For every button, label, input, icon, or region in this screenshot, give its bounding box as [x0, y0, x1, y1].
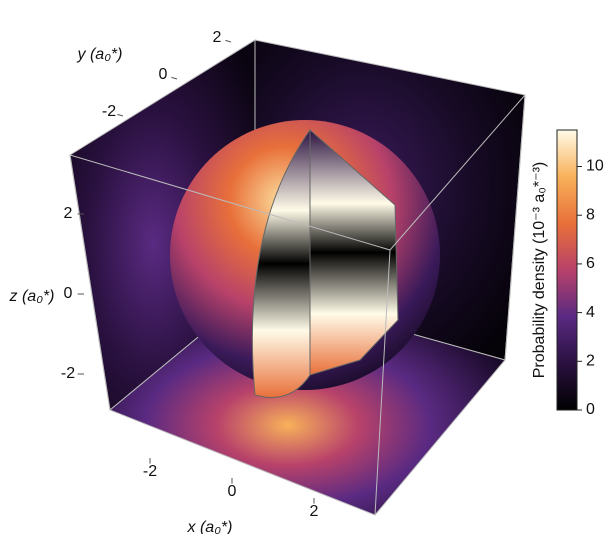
tick-mark — [117, 113, 124, 117]
colorbar-tick-label: 10 — [586, 158, 604, 175]
colorbar-tick-label: 2 — [586, 353, 595, 370]
tick-label: 2 — [213, 29, 222, 46]
tick-label: -2 — [143, 463, 157, 480]
tick-label: 0 — [64, 285, 73, 302]
y-axis-label: y (a₀*) — [77, 46, 123, 63]
tick-mark — [171, 76, 178, 80]
tick-mark — [225, 39, 232, 43]
colorbar-tick-label: 6 — [586, 255, 595, 272]
x-axis-label: x (a₀*) — [187, 519, 233, 534]
tick-label: 2 — [64, 205, 73, 222]
cut-face-left — [251, 128, 311, 398]
colorbar — [556, 129, 578, 411]
box-edge — [504, 94, 526, 361]
box-edge — [374, 249, 391, 516]
tick-label: -2 — [102, 103, 116, 120]
z-axis-label: z (a₀*) — [9, 288, 55, 305]
tick-label: 2 — [310, 503, 319, 520]
colorbar-label: Probability density (10⁻³ a₀*⁻³) — [531, 162, 548, 379]
tick-label: -2 — [61, 365, 75, 382]
tick-label: 0 — [159, 66, 168, 83]
colorbar-tick-label: 0 — [586, 401, 595, 418]
colorbar-tick-label: 8 — [586, 206, 595, 223]
tick-label: 0 — [228, 483, 237, 500]
scene — [69, 39, 526, 516]
box-edge — [69, 154, 111, 411]
colorbar-tick-label: 4 — [586, 304, 595, 321]
